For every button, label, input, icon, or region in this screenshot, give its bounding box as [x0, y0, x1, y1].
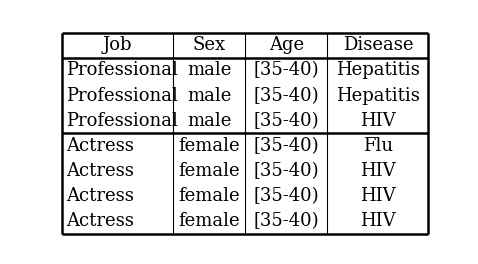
Text: Job: Job: [103, 36, 132, 54]
Text: Professional: Professional: [66, 112, 178, 130]
Text: Actress: Actress: [66, 212, 134, 230]
Text: Flu: Flu: [363, 137, 393, 155]
Text: Professional: Professional: [66, 87, 178, 105]
Text: Professional: Professional: [66, 62, 178, 79]
Text: HIV: HIV: [360, 187, 396, 205]
Text: Actress: Actress: [66, 187, 134, 205]
Text: Actress: Actress: [66, 162, 134, 180]
Text: female: female: [178, 187, 240, 205]
Text: [35-40): [35-40): [253, 62, 319, 79]
Text: female: female: [178, 162, 240, 180]
Text: HIV: HIV: [360, 212, 396, 230]
Text: male: male: [187, 62, 231, 79]
Text: [35-40): [35-40): [253, 137, 319, 155]
Text: Hepatitis: Hepatitis: [336, 87, 420, 105]
Text: male: male: [187, 112, 231, 130]
Text: HIV: HIV: [360, 112, 396, 130]
Text: Actress: Actress: [66, 137, 134, 155]
Text: Age: Age: [269, 36, 304, 54]
Text: [35-40): [35-40): [253, 112, 319, 130]
Text: female: female: [178, 137, 240, 155]
Text: male: male: [187, 87, 231, 105]
Text: Sex: Sex: [193, 36, 226, 54]
Text: HIV: HIV: [360, 162, 396, 180]
Text: female: female: [178, 212, 240, 230]
Text: Disease: Disease: [343, 36, 413, 54]
Text: [35-40): [35-40): [253, 212, 319, 230]
Text: [35-40): [35-40): [253, 162, 319, 180]
Text: Hepatitis: Hepatitis: [336, 62, 420, 79]
Text: [35-40): [35-40): [253, 187, 319, 205]
Text: [35-40): [35-40): [253, 87, 319, 105]
